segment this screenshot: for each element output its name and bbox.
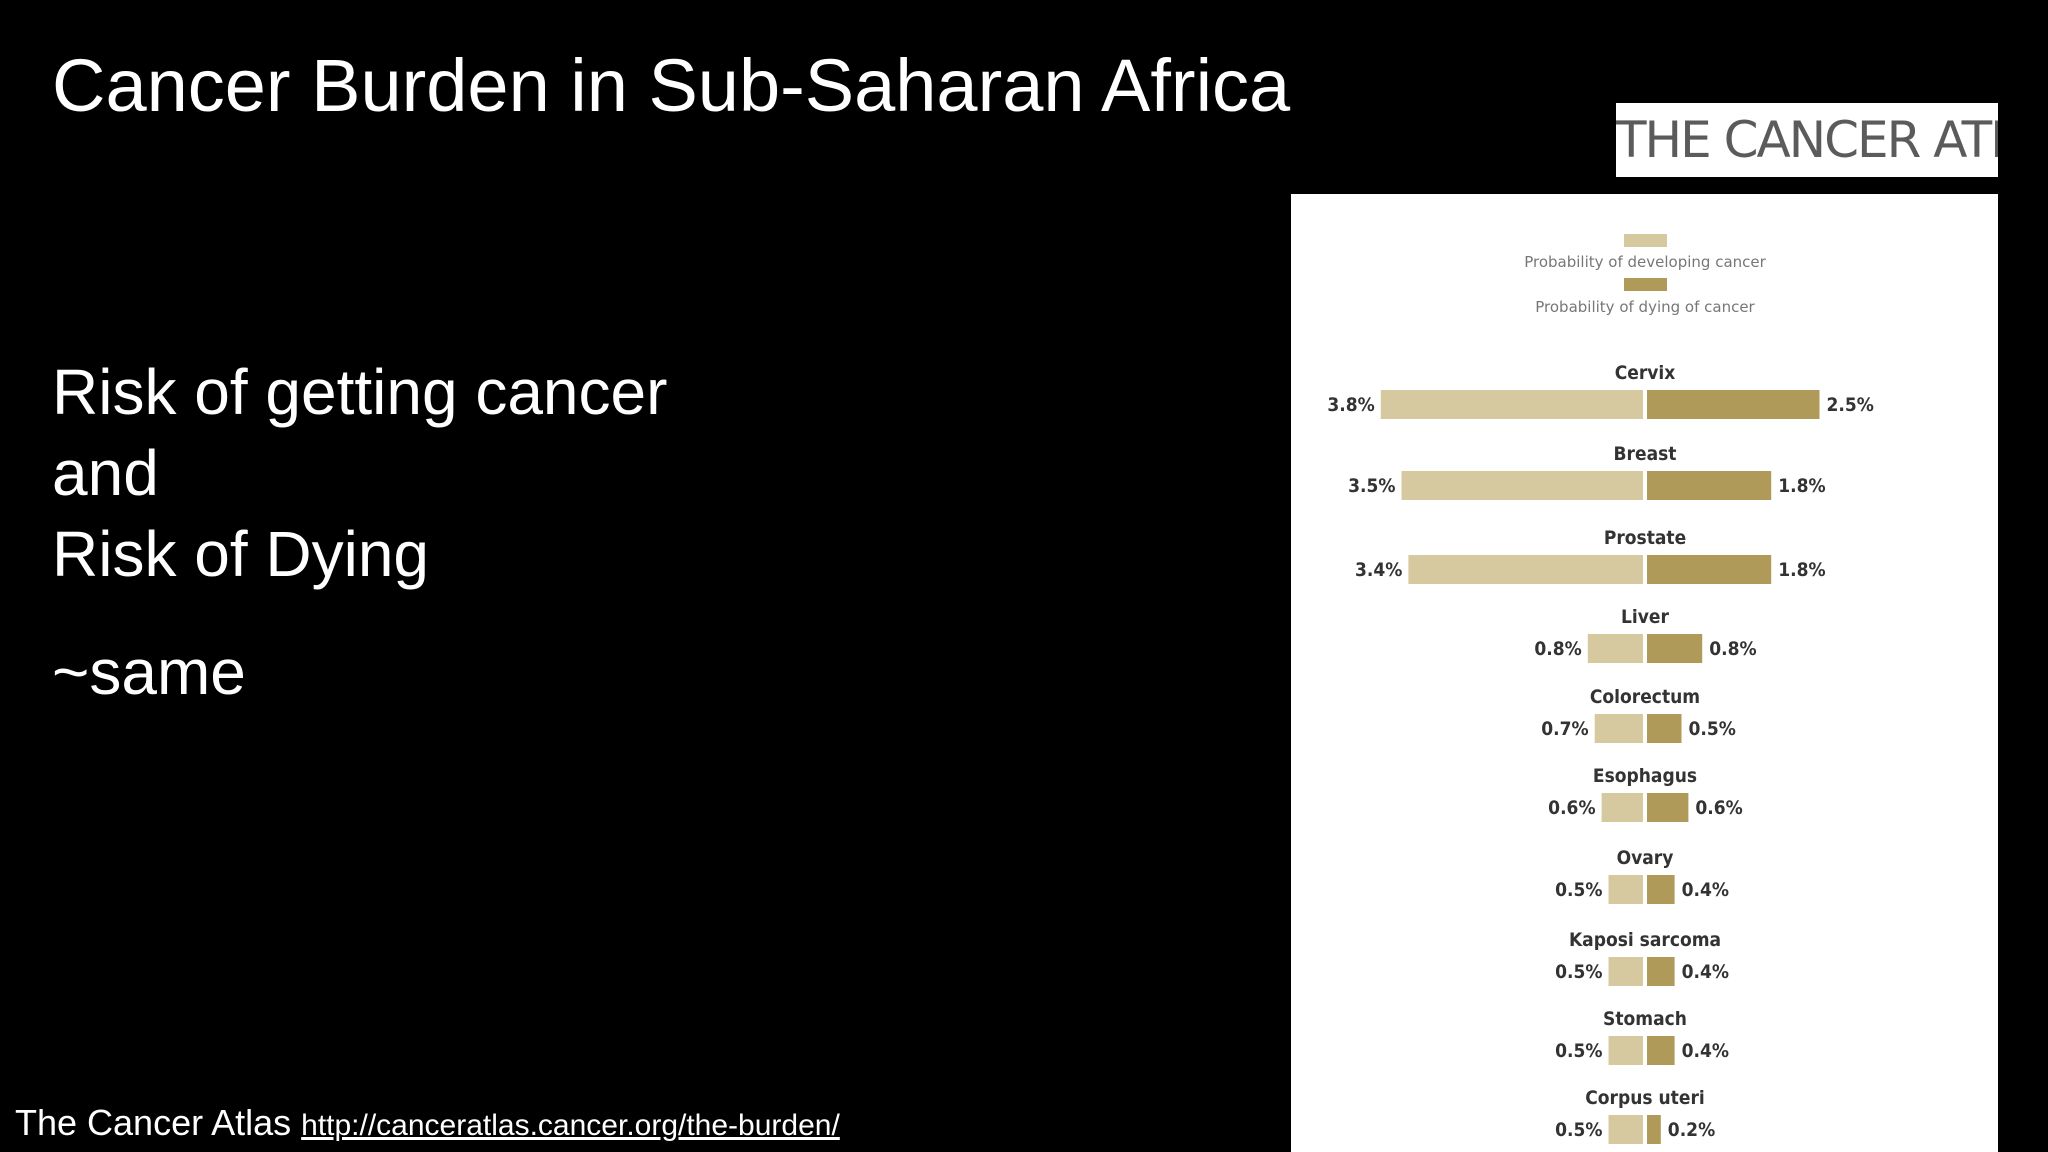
bar-dying-corpus-uteri <box>1647 1115 1661 1144</box>
risk-text: Risk of getting cancer and Risk of Dying <box>52 352 667 595</box>
category-label-colorectum: Colorectum <box>1590 686 1700 708</box>
value-label-dying-esophagus: 0.6% <box>1695 797 1742 819</box>
bar-dying-colorectum <box>1647 714 1682 743</box>
value-label-dying-cervix: 2.5% <box>1827 394 1874 416</box>
bar-developing-liver <box>1587 634 1643 663</box>
category-label-kaposi-sarcoma: Kaposi sarcoma <box>1569 929 1721 951</box>
category-label-prostate: Prostate <box>1604 527 1686 549</box>
bar-dying-stomach <box>1647 1036 1675 1065</box>
footer: The Cancer Atlas http://canceratlas.cance… <box>15 1100 840 1149</box>
category-label-stomach: Stomach <box>1603 1008 1687 1030</box>
value-label-dying-colorectum: 0.5% <box>1689 718 1736 740</box>
slide-title: Cancer Burden in Sub-Saharan Africa <box>52 44 1291 127</box>
value-label-developing-esophagus: 0.6% <box>1548 797 1595 819</box>
bar-dying-esophagus <box>1647 793 1689 822</box>
bar-developing-prostate <box>1408 555 1643 584</box>
footer-source: The Cancer Atlas <box>15 1102 292 1143</box>
value-label-dying-stomach: 0.4% <box>1682 1040 1729 1062</box>
value-label-developing-breast: 3.5% <box>1348 475 1395 497</box>
bar-developing-corpus-uteri <box>1608 1115 1643 1144</box>
risk-line-3: Risk of Dying <box>52 518 429 590</box>
category-label-ovary: Ovary <box>1617 847 1674 869</box>
source-link[interactable]: http://canceratlas.cancer.org/the-burden… <box>301 1109 840 1142</box>
category-label-breast: Breast <box>1614 443 1677 465</box>
chart-panel: Probability of developing cancer Probabil… <box>1291 194 1998 1152</box>
value-label-dying-prostate: 1.8% <box>1778 559 1825 581</box>
bar-dying-ovary <box>1647 875 1675 904</box>
legend-swatch-dying <box>1624 278 1667 291</box>
value-label-developing-kaposi-sarcoma: 0.5% <box>1555 961 1602 983</box>
bar-dying-prostate <box>1647 555 1772 584</box>
value-label-developing-prostate: 3.4% <box>1355 559 1402 581</box>
category-label-esophagus: Esophagus <box>1593 765 1697 787</box>
legend-label-developing: Probability of developing cancer <box>1524 253 1766 271</box>
value-label-developing-ovary: 0.5% <box>1555 879 1602 901</box>
cancer-atlas-logo: THE CANCER ATLAS <box>1616 103 1998 177</box>
legend-swatch-developing <box>1624 234 1667 247</box>
value-label-dying-corpus-uteri: 0.2% <box>1668 1119 1715 1141</box>
category-label-liver: Liver <box>1621 606 1669 628</box>
value-label-dying-breast: 1.8% <box>1778 475 1825 497</box>
value-label-developing-stomach: 0.5% <box>1555 1040 1602 1062</box>
value-label-developing-colorectum: 0.7% <box>1541 718 1588 740</box>
bar-dying-breast <box>1647 471 1772 500</box>
bar-developing-kaposi-sarcoma <box>1608 957 1643 986</box>
bar-developing-esophagus <box>1601 793 1643 822</box>
summary-text: ~same <box>52 636 246 708</box>
value-label-dying-kaposi-sarcoma: 0.4% <box>1682 961 1729 983</box>
value-label-dying-ovary: 0.4% <box>1682 879 1729 901</box>
risk-line-1: Risk of getting cancer <box>52 356 668 428</box>
bar-chart: Probability of developing cancer Probabil… <box>1327 234 1874 1144</box>
bar-developing-stomach <box>1608 1036 1643 1065</box>
bar-developing-breast <box>1401 471 1643 500</box>
bar-developing-cervix <box>1380 390 1643 419</box>
bar-developing-ovary <box>1608 875 1643 904</box>
value-label-developing-corpus-uteri: 0.5% <box>1555 1119 1602 1141</box>
bar-developing-colorectum <box>1594 714 1643 743</box>
category-label-cervix: Cervix <box>1615 362 1676 384</box>
value-label-developing-cervix: 3.8% <box>1327 394 1374 416</box>
bar-dying-liver <box>1647 634 1703 663</box>
category-label-corpus-uteri: Corpus uteri <box>1585 1087 1704 1109</box>
bar-dying-cervix <box>1647 390 1820 419</box>
bar-dying-kaposi-sarcoma <box>1647 957 1675 986</box>
legend-label-dying: Probability of dying of cancer <box>1535 298 1755 316</box>
value-label-dying-liver: 0.8% <box>1709 638 1756 660</box>
value-label-developing-liver: 0.8% <box>1534 638 1581 660</box>
risk-line-2: and <box>52 437 159 509</box>
